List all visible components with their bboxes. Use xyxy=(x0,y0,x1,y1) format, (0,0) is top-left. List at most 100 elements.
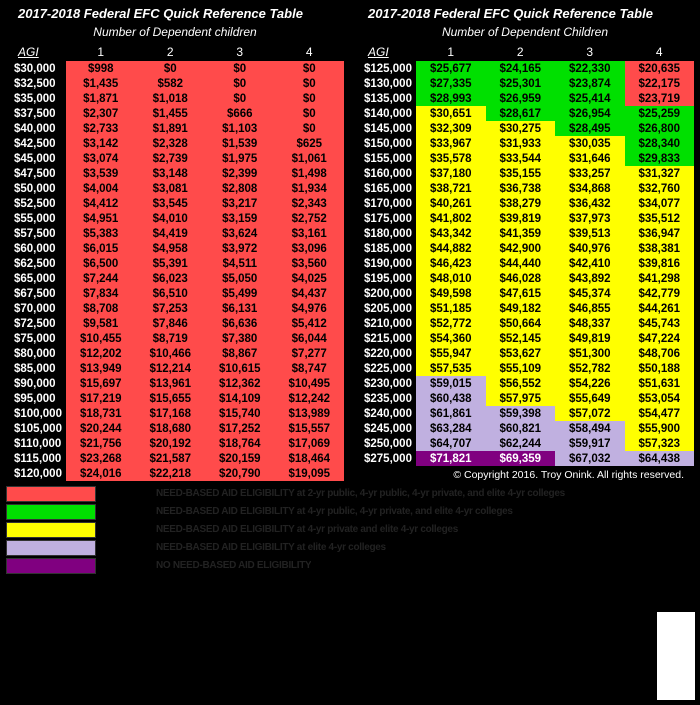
table-row: $185,000$44,882$42,900$40,976$38,381 xyxy=(356,241,694,256)
value-cell: $71,821 xyxy=(416,451,486,466)
value-cell: $29,833 xyxy=(625,151,695,166)
value-cell: $13,949 xyxy=(66,361,136,376)
white-box xyxy=(657,612,695,700)
value-cell: $19,095 xyxy=(275,466,345,481)
value-cell: $50,664 xyxy=(486,316,556,331)
value-cell: $63,284 xyxy=(416,421,486,436)
value-cell: $6,510 xyxy=(136,286,206,301)
value-cell: $2,752 xyxy=(275,211,345,226)
value-cell: $23,268 xyxy=(66,451,136,466)
value-cell: $3,161 xyxy=(275,226,345,241)
value-cell: $25,414 xyxy=(555,91,625,106)
agi-cell: $95,000 xyxy=(6,391,66,406)
value-cell: $38,279 xyxy=(486,196,556,211)
agi-cell: $67,500 xyxy=(6,286,66,301)
value-cell: $7,834 xyxy=(66,286,136,301)
col-header: 1 xyxy=(66,43,136,61)
agi-cell: $55,000 xyxy=(6,211,66,226)
value-cell: $28,495 xyxy=(555,121,625,136)
agi-cell: $140,000 xyxy=(356,106,416,121)
agi-cell: $37,500 xyxy=(6,106,66,121)
col-header: 4 xyxy=(625,43,695,61)
table-row: $75,000$10,455$8,719$7,380$6,044 xyxy=(6,331,344,346)
value-cell: $6,131 xyxy=(205,301,275,316)
col-header: 3 xyxy=(555,43,625,61)
value-cell: $1,103 xyxy=(205,121,275,136)
agi-cell: $62,500 xyxy=(6,256,66,271)
value-cell: $1,934 xyxy=(275,181,345,196)
value-cell: $53,627 xyxy=(486,346,556,361)
table-row: $245,000$63,284$60,821$58,494$55,900 xyxy=(356,421,694,436)
value-cell: $12,362 xyxy=(205,376,275,391)
value-cell: $42,410 xyxy=(555,256,625,271)
value-cell: $32,309 xyxy=(416,121,486,136)
legend-swatch xyxy=(6,504,96,520)
left-title: 2017-2018 Federal EFC Quick Reference Ta… xyxy=(6,4,344,23)
agi-cell: $155,000 xyxy=(356,151,416,166)
value-cell: $48,706 xyxy=(625,346,695,361)
value-cell: $1,455 xyxy=(136,106,206,121)
value-cell: $45,743 xyxy=(625,316,695,331)
value-cell: $5,050 xyxy=(205,271,275,286)
value-cell: $1,061 xyxy=(275,151,345,166)
table-row: $160,000$37,180$35,155$33,257$31,327 xyxy=(356,166,694,181)
value-cell: $61,861 xyxy=(416,406,486,421)
value-cell: $31,327 xyxy=(625,166,695,181)
agi-cell: $90,000 xyxy=(6,376,66,391)
value-cell: $46,423 xyxy=(416,256,486,271)
value-cell: $55,649 xyxy=(555,391,625,406)
value-cell: $21,587 xyxy=(136,451,206,466)
value-cell: $40,261 xyxy=(416,196,486,211)
value-cell: $25,677 xyxy=(416,61,486,76)
value-cell: $1,871 xyxy=(66,91,136,106)
value-cell: $0 xyxy=(136,61,206,76)
value-cell: $36,432 xyxy=(555,196,625,211)
agi-cell: $40,000 xyxy=(6,121,66,136)
agi-cell: $115,000 xyxy=(6,451,66,466)
value-cell: $3,624 xyxy=(205,226,275,241)
table-row: $200,000$49,598$47,615$45,374$42,779 xyxy=(356,286,694,301)
table-row: $95,000$17,219$15,655$14,109$12,242 xyxy=(6,391,344,406)
value-cell: $35,578 xyxy=(416,151,486,166)
value-cell: $4,951 xyxy=(66,211,136,226)
value-cell: $56,552 xyxy=(486,376,556,391)
legend-row: NEED-BASED AID ELIGIBILITY at 2-yr publi… xyxy=(6,485,694,502)
agi-cell: $230,000 xyxy=(356,376,416,391)
agi-cell: $105,000 xyxy=(6,421,66,436)
value-cell: $2,399 xyxy=(205,166,275,181)
value-cell: $54,477 xyxy=(625,406,695,421)
value-cell: $48,337 xyxy=(555,316,625,331)
value-cell: $1,498 xyxy=(275,166,345,181)
value-cell: $69,359 xyxy=(486,451,556,466)
legend-text: NEED-BASED AID ELIGIBILITY at 4-yr priva… xyxy=(156,524,458,535)
value-cell: $625 xyxy=(275,136,345,151)
value-cell: $998 xyxy=(66,61,136,76)
legend-text: NEED-BASED AID ELIGIBILITY at elite 4-yr… xyxy=(156,542,386,553)
value-cell: $666 xyxy=(205,106,275,121)
agi-cell: $57,500 xyxy=(6,226,66,241)
table-row: $230,000$59,015$56,552$54,226$51,631 xyxy=(356,376,694,391)
value-cell: $1,975 xyxy=(205,151,275,166)
value-cell: $34,868 xyxy=(555,181,625,196)
value-cell: $57,975 xyxy=(486,391,556,406)
table-row: $155,000$35,578$33,544$31,646$29,833 xyxy=(356,151,694,166)
value-cell: $2,343 xyxy=(275,196,345,211)
value-cell: $4,419 xyxy=(136,226,206,241)
table-row: $32,500$1,435$582$0$0 xyxy=(6,76,344,91)
value-cell: $0 xyxy=(275,91,345,106)
value-cell: $5,383 xyxy=(66,226,136,241)
agi-cell: $80,000 xyxy=(6,346,66,361)
value-cell: $60,821 xyxy=(486,421,556,436)
table-row: $195,000$48,010$46,028$43,892$41,298 xyxy=(356,271,694,286)
value-cell: $53,054 xyxy=(625,391,695,406)
value-cell: $15,655 xyxy=(136,391,206,406)
value-cell: $58,494 xyxy=(555,421,625,436)
value-cell: $21,756 xyxy=(66,436,136,451)
table-row: $215,000$54,360$52,145$49,819$47,224 xyxy=(356,331,694,346)
value-cell: $0 xyxy=(275,106,345,121)
agi-cell: $70,000 xyxy=(6,301,66,316)
value-cell: $4,010 xyxy=(136,211,206,226)
value-cell: $0 xyxy=(275,76,345,91)
table-row: $35,000$1,871$1,018$0$0 xyxy=(6,91,344,106)
agi-cell: $30,000 xyxy=(6,61,66,76)
